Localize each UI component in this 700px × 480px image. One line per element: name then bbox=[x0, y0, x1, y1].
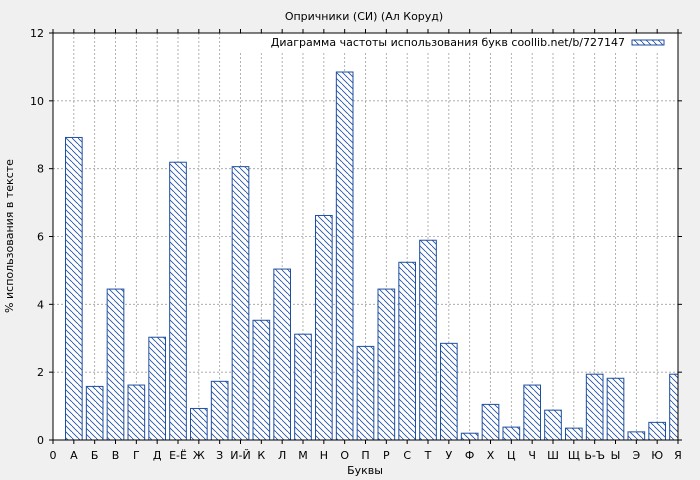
x-tick-label: Э bbox=[632, 449, 640, 462]
bar-З bbox=[210, 380, 229, 441]
y-tick-label: 0 bbox=[37, 434, 44, 447]
bar-Ф bbox=[460, 432, 479, 441]
bar-П bbox=[356, 345, 375, 441]
legend: Диаграмма частоты использования букв coo… bbox=[240, 34, 676, 52]
x-tick-label: Ч bbox=[528, 449, 536, 462]
bar-Ж bbox=[190, 407, 208, 441]
x-tick-label: У bbox=[445, 449, 452, 462]
x-tick-label: Ш bbox=[547, 449, 559, 462]
bar-И-Й bbox=[231, 166, 250, 441]
bar-Ы bbox=[606, 377, 625, 441]
x-tick-label: 0 bbox=[50, 449, 57, 462]
y-tick-label: 10 bbox=[30, 95, 44, 108]
bar-В bbox=[106, 288, 125, 441]
bar-М bbox=[294, 333, 312, 441]
x-tick-label: Ф bbox=[465, 449, 474, 462]
bar-Л bbox=[273, 268, 292, 441]
bar-К bbox=[252, 319, 271, 441]
legend-label: Диаграмма частоты использования букв coo… bbox=[271, 36, 625, 49]
bar-Ь-Ъ bbox=[585, 373, 604, 441]
y-axis-ticks: 0 2 4 6 8 10 12 bbox=[30, 27, 682, 447]
x-tick-label: Ж bbox=[193, 449, 205, 462]
bar-Х bbox=[481, 403, 500, 441]
y-tick-label: 2 bbox=[37, 366, 44, 379]
x-tick-label: П bbox=[361, 449, 369, 462]
x-tick-label: Я bbox=[674, 449, 682, 462]
legend-swatch bbox=[631, 39, 665, 46]
bar-Р bbox=[377, 288, 396, 441]
x-tick-label: М bbox=[298, 449, 308, 462]
x-tick-label: Н bbox=[320, 449, 328, 462]
y-tick-label: 12 bbox=[30, 27, 44, 40]
chart-title: Опричники (СИ) (Ал Коруд) bbox=[285, 10, 443, 23]
bar-Т bbox=[419, 239, 437, 441]
x-tick-label: З bbox=[216, 449, 223, 462]
y-tick-label: 6 bbox=[37, 231, 44, 244]
bar-Э bbox=[627, 431, 646, 441]
x-tick-label: И-Й bbox=[230, 449, 250, 462]
x-tick-label: О bbox=[340, 449, 349, 462]
x-tick-label: С bbox=[403, 449, 411, 462]
x-tick-label: Ы bbox=[611, 449, 621, 462]
x-tick-label: Д bbox=[153, 449, 162, 462]
bar-Ч bbox=[523, 384, 541, 441]
x-tick-label: Л bbox=[278, 449, 286, 462]
bar-Е-Ё bbox=[169, 161, 187, 441]
bar-У bbox=[440, 342, 458, 441]
bar-Н bbox=[315, 214, 333, 441]
x-tick-label: Ь-Ъ bbox=[584, 449, 605, 462]
x-tick-label: Ц bbox=[507, 449, 516, 462]
x-tick-label: Е-Ё bbox=[169, 449, 187, 462]
bar-С bbox=[398, 261, 417, 441]
x-axis-ticks: 0 А Б В Г Д Е-Ё Ж З И-Й К Л М Н О П Р С Т У Ф Х Ц Ч Ш Щ Ь-Ъ Ы Э Ю Я bbox=[50, 29, 682, 462]
x-tick-label: А bbox=[70, 449, 78, 462]
bar-Д bbox=[148, 336, 166, 441]
bar-О bbox=[335, 71, 354, 441]
x-tick-label: Х bbox=[487, 449, 495, 462]
bar-Ц bbox=[502, 426, 521, 441]
bar-А bbox=[65, 136, 83, 441]
bar-Ю bbox=[648, 421, 666, 441]
bar-Ш bbox=[544, 409, 562, 441]
x-tick-label: Р bbox=[383, 449, 390, 462]
x-axis-label: Буквы bbox=[347, 464, 383, 477]
x-tick-label: Г bbox=[133, 449, 140, 462]
y-tick-label: 8 bbox=[37, 163, 44, 176]
bar-Б bbox=[85, 385, 104, 441]
x-tick-label: К bbox=[257, 449, 265, 462]
x-tick-label: Т bbox=[424, 449, 432, 462]
x-tick-label: В bbox=[112, 449, 120, 462]
y-axis-label: % использования в тексте bbox=[3, 159, 16, 313]
bar-Щ bbox=[565, 427, 583, 441]
bar-Я bbox=[669, 373, 679, 441]
y-tick-label: 4 bbox=[37, 298, 44, 311]
x-tick-label: Ю bbox=[651, 449, 663, 462]
x-tick-label: Щ bbox=[568, 449, 580, 462]
x-tick-label: Б bbox=[91, 449, 99, 462]
legend-background bbox=[240, 34, 676, 52]
bar-Г bbox=[127, 384, 146, 441]
